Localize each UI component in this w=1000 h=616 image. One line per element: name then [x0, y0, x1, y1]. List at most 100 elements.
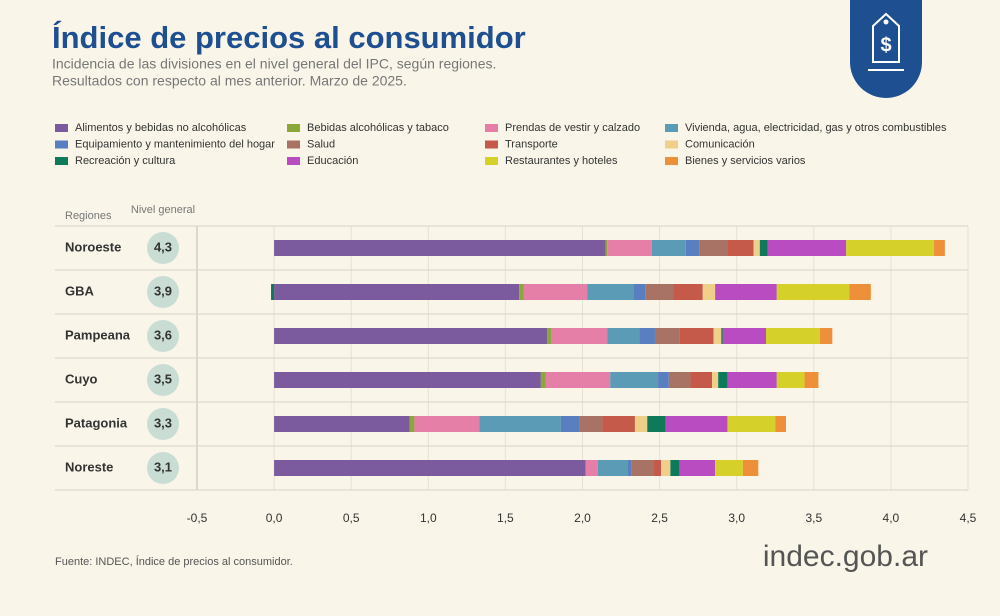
bar-segment: [679, 460, 716, 476]
bar-segment: [607, 328, 640, 344]
brand: indec.gob.ar: [763, 540, 928, 573]
general-label: 4,3: [154, 239, 172, 254]
category-header: Regiones: [65, 210, 112, 222]
legend-swatch: [287, 124, 300, 132]
x-tick-label: 3,0: [728, 511, 745, 525]
bar-segment: [610, 372, 659, 388]
x-tick-label: 0,0: [266, 511, 283, 525]
bar-segment: [523, 284, 588, 300]
legend-swatch: [287, 140, 300, 149]
bar-segment: [715, 284, 777, 300]
legend-swatch: [485, 124, 498, 132]
bar-segment: [765, 328, 820, 344]
bar-segment: [685, 240, 700, 256]
x-tick-label: 2,5: [651, 511, 668, 525]
logo-tag: [872, 12, 900, 63]
general-label: 3,9: [154, 283, 172, 298]
general-badge: [147, 452, 179, 484]
bar-segment: [639, 328, 655, 344]
bar-segment: [670, 460, 680, 476]
category-label: GBA: [65, 283, 95, 298]
legend-label: Salud: [307, 138, 335, 150]
bar-segment: [627, 460, 632, 476]
bar-segment: [540, 372, 546, 388]
legend-label: Bienes y servicios varios: [685, 155, 806, 167]
bar-segment: [819, 328, 833, 344]
legend-swatch: [485, 140, 498, 149]
bar-segment: [658, 372, 669, 388]
legend-swatch: [55, 140, 68, 149]
bar-segment: [702, 284, 716, 300]
bar-segment: [645, 284, 674, 300]
legend-swatch: [665, 157, 678, 165]
bar-segment: [690, 372, 713, 388]
bar-segment: [274, 284, 520, 300]
bar-segment: [742, 460, 759, 476]
legend-swatch: [665, 124, 678, 132]
logo-badge: [850, 0, 922, 98]
general-label: 3,1: [154, 459, 172, 474]
bar-segment: [699, 240, 728, 256]
x-tick-label: 4,5: [960, 511, 977, 525]
category-label: Cuyo: [65, 371, 98, 386]
general-badge: [147, 276, 179, 308]
category-label: Noroeste: [65, 239, 121, 254]
bar-segment: [274, 240, 606, 256]
legend-swatch: [287, 157, 300, 165]
subtitle: Incidencia de las divisiones en el nivel…: [52, 56, 496, 72]
bar-segment: [651, 240, 686, 256]
legend-swatch: [665, 140, 678, 149]
bar-segment: [274, 460, 586, 476]
bar-segment: [653, 460, 662, 476]
legend-label: Comunicación: [685, 138, 755, 150]
subtitle: Resultados con respecto al mes anterior.…: [52, 73, 407, 89]
bar-segment: [479, 416, 561, 432]
bar-segment: [776, 284, 850, 300]
bar-segment: [545, 372, 611, 388]
bar-segment: [759, 240, 768, 256]
bar-segment: [804, 372, 819, 388]
general-badge: [147, 364, 179, 396]
x-tick-label: -0,5: [187, 511, 208, 525]
logo-symbol: $: [880, 34, 891, 56]
bar-segment: [631, 460, 654, 476]
legend-swatch: [55, 157, 68, 165]
legend-label: Educación: [307, 155, 358, 167]
legend-swatch: [55, 124, 68, 132]
category-label: Noreste: [65, 459, 113, 474]
general-label: 3,5: [154, 371, 172, 386]
legend-label: Prendas de vestir y calzado: [505, 122, 640, 134]
general-badge: [147, 232, 179, 264]
bar-segment: [712, 372, 719, 388]
legend-label: Alimentos y bebidas no alcohólicas: [75, 122, 247, 134]
legend-label: Equipamiento y mantenimiento del hogar: [75, 138, 275, 150]
legend-swatch: [485, 157, 498, 165]
bar-segment: [665, 416, 728, 432]
logo: $: [850, 0, 922, 98]
x-tick-label: 1,5: [497, 511, 514, 525]
bar-segment: [679, 328, 714, 344]
bar-segment: [934, 240, 945, 256]
bar-segment: [713, 328, 722, 344]
bar-segment: [409, 416, 415, 432]
bar-segment: [597, 460, 628, 476]
general-badge: [147, 320, 179, 352]
bar-segment: [668, 372, 691, 388]
bar-segment: [775, 416, 787, 432]
general-label: 3,6: [154, 327, 172, 342]
bar-segment: [547, 328, 552, 344]
bar-segment: [605, 240, 608, 256]
legend-label: Bebidas alcohólicas y tabaco: [307, 122, 449, 134]
bar-segment: [551, 328, 608, 344]
bar-segment: [654, 328, 680, 344]
bar-segment: [776, 372, 805, 388]
bar-segment: [718, 372, 728, 388]
bar-segment: [587, 284, 634, 300]
x-tick-label: 4,0: [883, 511, 900, 525]
x-tick-label: 2,0: [574, 511, 591, 525]
general-badge: [147, 408, 179, 440]
legend-label: Restaurantes y hoteles: [505, 155, 618, 167]
bar-segment: [633, 284, 646, 300]
